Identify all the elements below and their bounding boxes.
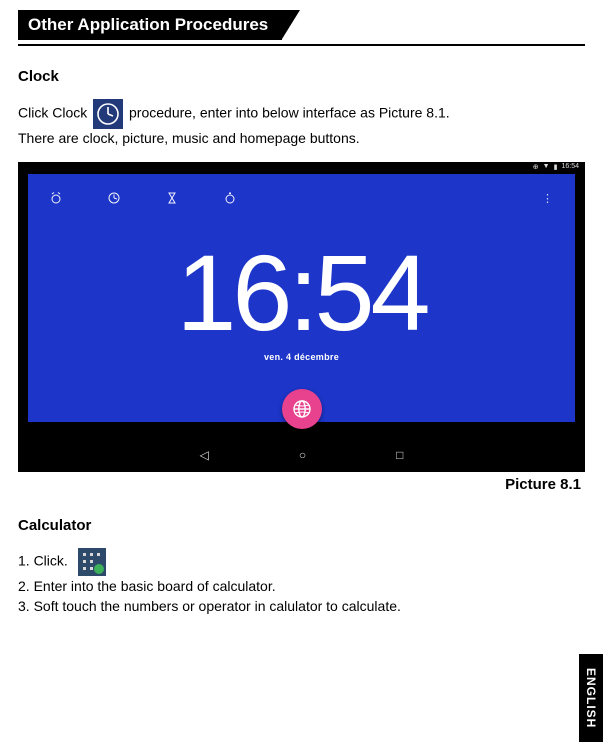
nav-recent-icon[interactable]: □ [396, 448, 403, 462]
clock-tabs-row: ⋮ [28, 192, 575, 207]
calc-step-3: 3. Soft touch the numbers or operator in… [18, 596, 585, 616]
header-underline [18, 44, 585, 46]
nav-home-icon[interactable]: ○ [299, 448, 306, 462]
clock-time-display: 16:54 [28, 230, 575, 355]
picture-caption: Picture 8.1 [18, 476, 585, 493]
clock-date-display: ven. 4 décembre [28, 352, 575, 362]
globe-icon [292, 399, 312, 419]
status-time: 16:54 [561, 163, 579, 170]
clock-line2: There are clock, picture, music and home… [18, 130, 360, 146]
clock-line1-b: procedure, enter into below interface as… [129, 105, 450, 121]
nav-back-icon[interactable]: ◁ [200, 448, 209, 462]
section-header-tab: Other Application Procedures [18, 10, 282, 40]
calculator-app-icon [78, 548, 106, 576]
language-side-tab: ENGLISH [579, 654, 603, 742]
clock-app-icon [93, 99, 123, 129]
globe-fab-button[interactable] [282, 389, 322, 429]
timer-tab-icon[interactable] [166, 192, 178, 207]
status-bt-icon: ⊕ [533, 163, 539, 171]
status-shield-icon: ▮ [554, 163, 558, 171]
calc-step-2: 2. Enter into the basic board of calcula… [18, 576, 585, 596]
clock-heading: Clock [18, 68, 585, 85]
calculator-heading: Calculator [18, 517, 585, 534]
status-wifi-icon: ▼ [543, 163, 550, 170]
alarm-tab-icon[interactable] [50, 192, 62, 207]
clock-tab-icon[interactable] [108, 192, 120, 207]
clock-line1-a: Click Clock [18, 105, 91, 121]
clock-paragraph: Click Clock procedure, enter into below … [18, 99, 585, 148]
calc-step-1-text: 1. Click. [18, 553, 68, 569]
menu-icon[interactable]: ⋮ [542, 192, 553, 207]
calc-step-1: 1. Click. [18, 548, 585, 576]
status-bar: ⊕ ▼ ▮ 16:54 [18, 162, 585, 174]
clock-app-panel: ⋮ 16:54 ven. 4 décembre [28, 174, 575, 422]
clock-screenshot: ⊕ ▼ ▮ 16:54 ⋮ 16:54 ven. 4 décembre ◁ ○ … [18, 162, 585, 472]
status-icons: ⊕ ▼ ▮ 16:54 [533, 163, 579, 171]
stopwatch-tab-icon[interactable] [224, 192, 236, 207]
section-header: Other Application Procedures [18, 10, 585, 40]
android-nav-bar: ◁ ○ □ [18, 448, 585, 462]
